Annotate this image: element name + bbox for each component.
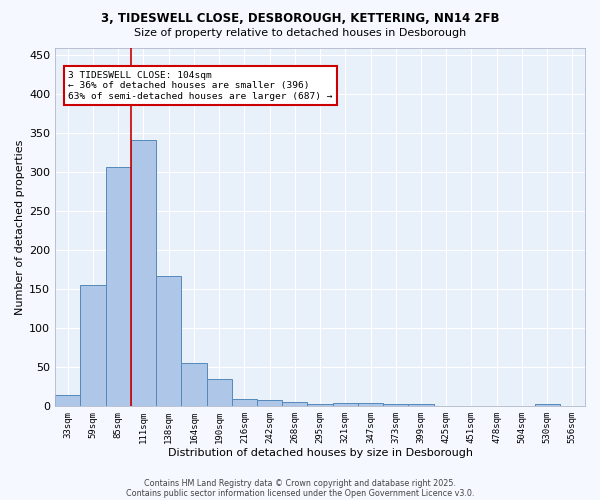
Bar: [55, 394, 80, 406]
Text: Contains public sector information licensed under the Open Government Licence v3: Contains public sector information licen…: [126, 488, 474, 498]
Bar: [80, 286, 106, 406]
Bar: [206, 379, 232, 406]
Bar: [535, 404, 560, 406]
Text: Contains HM Land Registry data © Crown copyright and database right 2025.: Contains HM Land Registry data © Crown c…: [144, 478, 456, 488]
Bar: [156, 276, 181, 406]
Bar: [106, 167, 131, 406]
Bar: [332, 403, 358, 406]
Bar: [232, 399, 257, 406]
Bar: [383, 404, 409, 406]
Text: 3 TIDESWELL CLOSE: 104sqm
← 36% of detached houses are smaller (396)
63% of semi: 3 TIDESWELL CLOSE: 104sqm ← 36% of detac…: [68, 71, 333, 101]
Bar: [358, 403, 383, 406]
Text: Size of property relative to detached houses in Desborough: Size of property relative to detached ho…: [134, 28, 466, 38]
X-axis label: Distribution of detached houses by size in Desborough: Distribution of detached houses by size …: [167, 448, 473, 458]
Bar: [307, 404, 332, 406]
Bar: [282, 402, 307, 406]
Bar: [257, 400, 282, 406]
Text: 3, TIDESWELL CLOSE, DESBOROUGH, KETTERING, NN14 2FB: 3, TIDESWELL CLOSE, DESBOROUGH, KETTERIN…: [101, 12, 499, 26]
Y-axis label: Number of detached properties: Number of detached properties: [15, 139, 25, 314]
Bar: [131, 140, 156, 406]
Bar: [409, 404, 434, 406]
Bar: [181, 364, 206, 406]
